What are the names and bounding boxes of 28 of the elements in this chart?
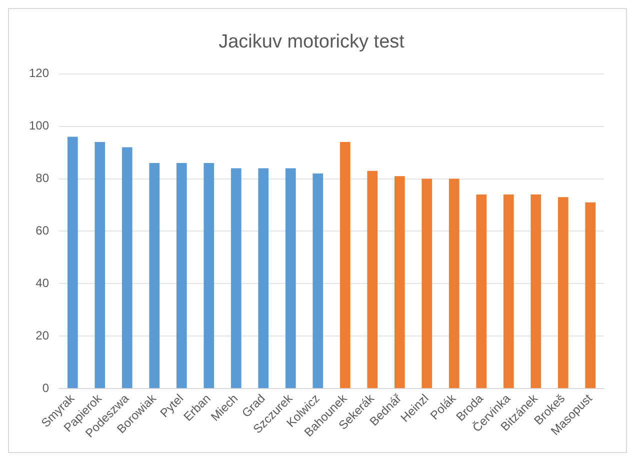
bar	[585, 202, 596, 388]
bar	[230, 168, 242, 388]
bar	[258, 168, 269, 388]
bar	[67, 136, 78, 388]
bar	[394, 176, 405, 388]
y-tick-label: 80	[36, 171, 50, 186]
bar	[558, 197, 568, 388]
bar	[285, 168, 296, 388]
bar	[422, 178, 432, 388]
chart-title: Jacikuv motoricky test	[218, 32, 406, 53]
bar	[503, 194, 514, 388]
bar	[448, 178, 460, 388]
y-tick-label: 20	[36, 328, 50, 343]
y-tick-label: 120	[28, 66, 50, 80]
bar	[340, 142, 350, 388]
bar	[204, 163, 214, 388]
bar	[149, 163, 160, 388]
y-tick-label: 60	[36, 224, 50, 238]
y-tick-label: 100	[28, 118, 50, 133]
bar	[530, 194, 542, 388]
bar	[94, 142, 106, 388]
bar	[122, 147, 132, 388]
bar	[476, 194, 487, 388]
bar	[176, 163, 187, 388]
bar	[367, 170, 378, 388]
y-tick-label: 0	[42, 380, 50, 395]
y-tick-label: 40	[36, 276, 50, 290]
bar	[312, 174, 324, 388]
